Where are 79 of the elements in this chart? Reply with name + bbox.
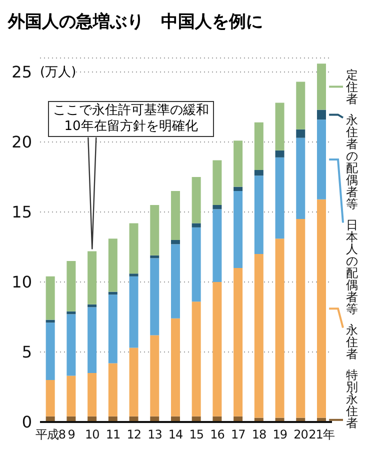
bar [275, 102, 284, 150]
bar [212, 282, 222, 416]
y-tick-label: 25 [12, 62, 32, 82]
chart-title: 外国人の急増ぶり 中国人を例に [8, 11, 263, 33]
x-tick-label: 平成8 [35, 428, 66, 442]
bar [316, 120, 326, 200]
bar [275, 238, 284, 418]
bar [170, 318, 180, 416]
bar [254, 170, 264, 176]
bar [170, 240, 180, 244]
bar [275, 150, 284, 158]
bar [170, 244, 180, 318]
bar [212, 160, 222, 205]
x-tick-label: 16 [210, 428, 224, 442]
bar [234, 268, 243, 416]
bar [192, 302, 201, 416]
y-axis-title: (万人) [40, 63, 76, 81]
bar [46, 380, 55, 416]
bar [192, 227, 201, 302]
bar [170, 191, 180, 240]
bar [66, 261, 76, 312]
x-tick-label: 13 [148, 428, 162, 442]
text: 日本人の配偶者等 [346, 218, 358, 316]
bar [46, 276, 55, 320]
x-tick-label: 10 [85, 428, 100, 442]
bar [150, 258, 160, 336]
bar [46, 322, 55, 380]
bar [296, 129, 306, 138]
x-tick-label: 9 [68, 428, 75, 442]
bar [129, 274, 138, 276]
x-tick-label: 20 [294, 428, 308, 442]
x-tick-label: 17 [231, 428, 246, 442]
annotation: ここで永住許可基準の緩和 10年在留方針を明確化 [48, 101, 214, 138]
y-tick-label: 20 [12, 132, 32, 152]
bar [192, 177, 201, 224]
x-tick-label: 18 [252, 428, 266, 442]
bar [150, 205, 160, 256]
x-tick-label: 19 [272, 428, 287, 442]
bar [296, 82, 306, 130]
bar [88, 307, 97, 373]
bar [66, 376, 76, 416]
y-tick-label: 5 [22, 342, 32, 362]
bar [234, 186, 243, 191]
bar [254, 122, 264, 170]
bar [129, 348, 138, 416]
bar [212, 209, 222, 282]
legend-label: 永住者の配偶者等 [346, 112, 358, 211]
x-tick-label: 11 [106, 428, 120, 442]
bar [234, 191, 243, 268]
y-tick-label: 15 [12, 202, 32, 222]
x-tick-label: 21年 [308, 428, 335, 442]
bar [275, 157, 284, 239]
bar [88, 251, 97, 304]
bar [254, 254, 264, 418]
legend-label: 定住者 [346, 68, 358, 106]
x-tick-label: 15 [189, 428, 204, 442]
bar [234, 140, 243, 187]
bar [129, 223, 138, 274]
bar [66, 314, 76, 376]
y-tick-label: 10 [12, 272, 32, 292]
bar [108, 294, 118, 364]
x-tick-label: 12 [126, 428, 141, 442]
series-label: 特別永住者 [346, 368, 358, 430]
bar [150, 335, 160, 416]
series-label: 永住者 [346, 322, 358, 361]
bar [316, 110, 326, 120]
bar [108, 238, 118, 292]
bar [129, 276, 138, 348]
y-tick-label: 0 [22, 412, 32, 432]
bar [254, 176, 264, 254]
bar [296, 219, 306, 418]
bar [212, 205, 222, 210]
bar [192, 223, 201, 228]
bar [316, 199, 326, 418]
bar [108, 363, 118, 416]
bar [296, 138, 306, 219]
x-tick-label: 14 [168, 428, 183, 442]
bar [88, 373, 97, 416]
bar [316, 64, 326, 110]
